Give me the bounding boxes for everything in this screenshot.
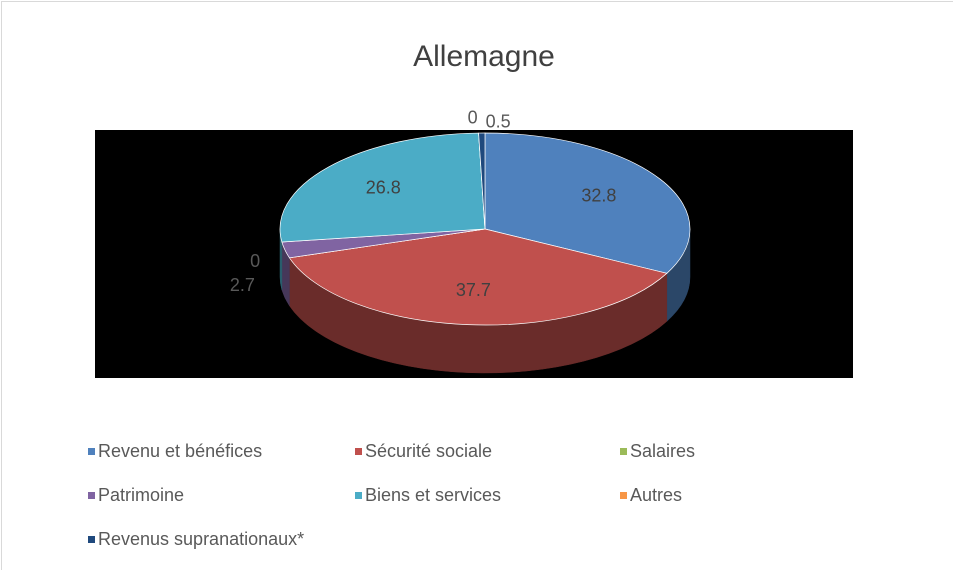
data-label: 0 (250, 251, 260, 271)
legend-swatch (355, 492, 362, 499)
data-label: 2.7 (230, 275, 255, 295)
data-label: 32.8 (581, 185, 616, 205)
legend-swatch (620, 492, 627, 499)
legend-label: Biens et services (365, 485, 501, 505)
legend-label: Revenus supranationaux* (98, 529, 304, 549)
legend-swatch (620, 448, 627, 455)
legend-swatch (88, 492, 95, 499)
slice (484, 132, 691, 274)
chart-title: Allemagne (413, 40, 555, 73)
legend-swatch (355, 448, 362, 455)
legend-label: Patrimoine (98, 485, 184, 505)
slice (288, 228, 668, 326)
slice (478, 132, 486, 230)
data-label: 26.8 (366, 177, 401, 197)
data-label: 37.7 (456, 280, 491, 300)
legend-swatch (88, 536, 95, 543)
slice (279, 132, 486, 243)
data-label: 0 (468, 107, 478, 127)
legend-label: Salaires (630, 441, 695, 461)
data-label: 0.5 (486, 111, 511, 131)
legend-label: Autres (630, 485, 682, 505)
legend-swatch (88, 448, 95, 455)
legend-label: Revenu et bénéfices (98, 441, 262, 461)
legend-label: Sécurité sociale (365, 441, 492, 461)
